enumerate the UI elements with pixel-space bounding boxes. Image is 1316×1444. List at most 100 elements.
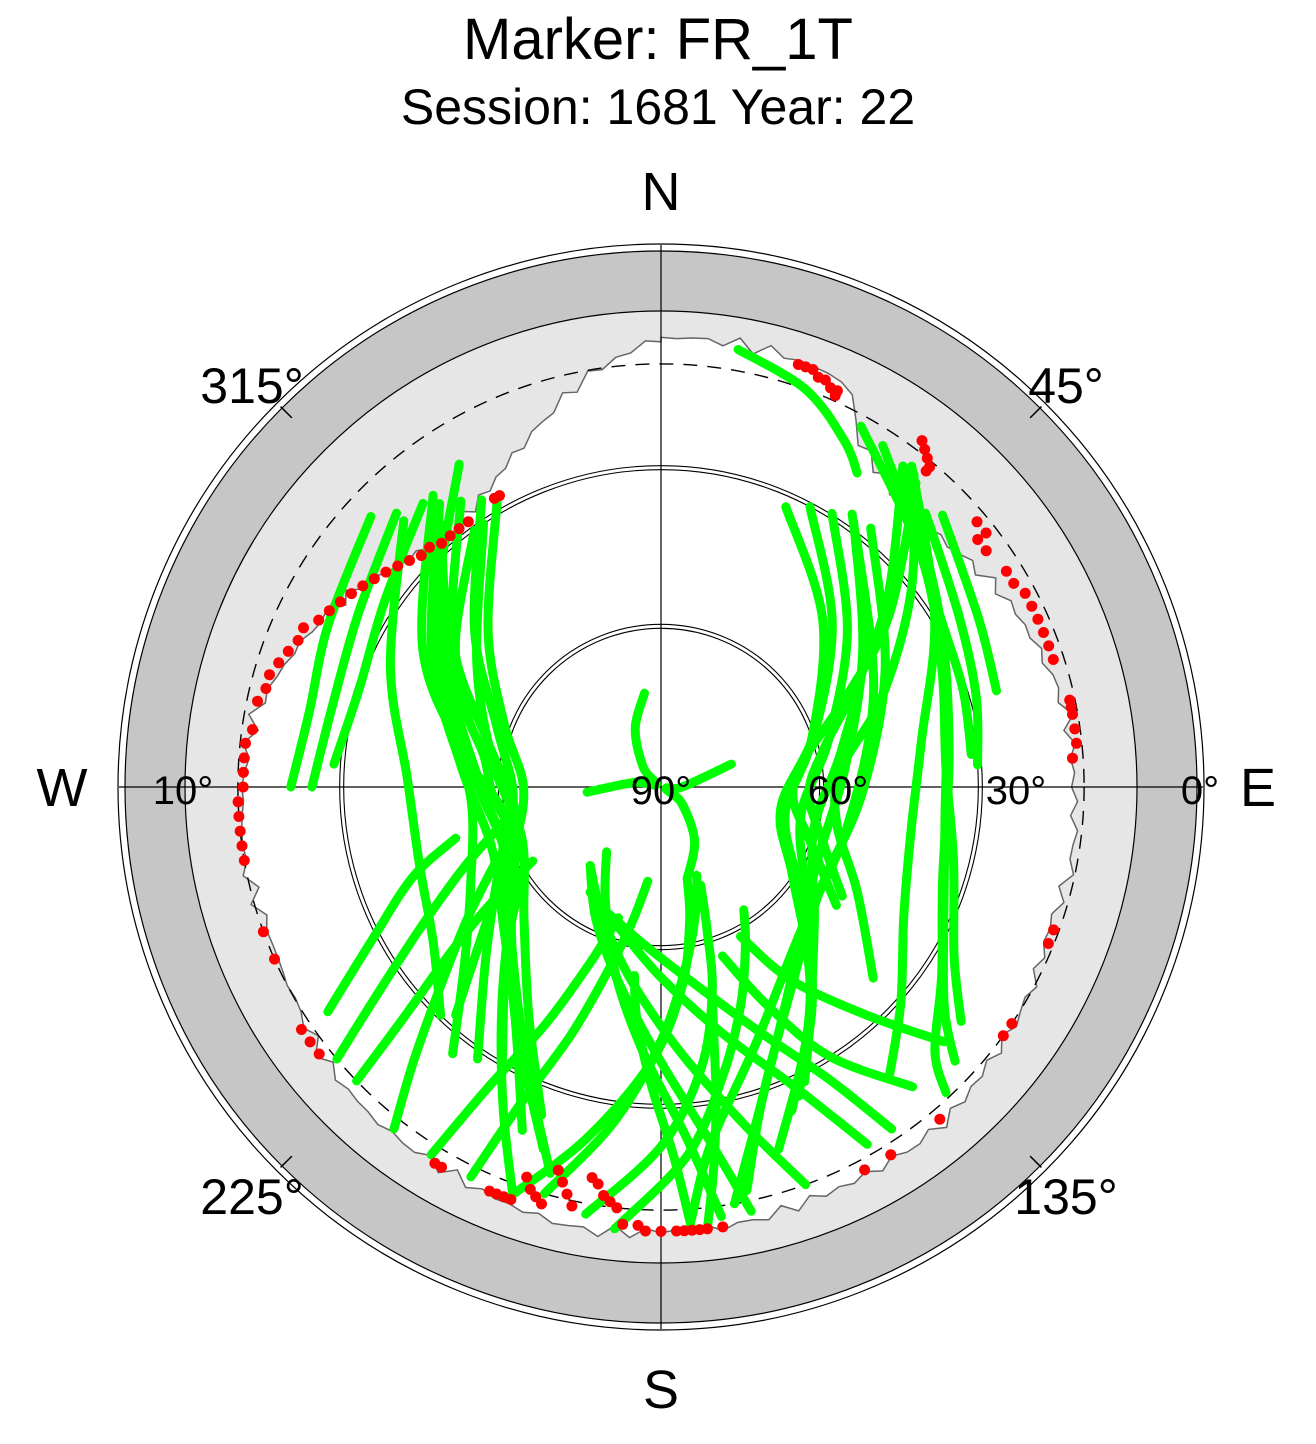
frame-inner xyxy=(124,250,1198,1324)
east-label: E xyxy=(1240,758,1276,818)
azimuth-tick-45 xyxy=(1029,406,1042,419)
flagged-point-29 xyxy=(1071,737,1082,749)
track-34 xyxy=(581,880,717,1219)
south-label: S xyxy=(643,1360,679,1420)
flagged-point-10 xyxy=(921,452,933,464)
flagged-point-16 xyxy=(980,545,992,557)
track-44 xyxy=(466,876,653,1182)
track-51 xyxy=(718,951,918,1092)
flagged-point-31 xyxy=(1048,924,1060,936)
flagged-point-98 xyxy=(415,550,427,561)
flagged-point-21 xyxy=(1032,613,1044,625)
flagged-point-27 xyxy=(1067,708,1078,720)
flagged-point-103 xyxy=(462,516,474,528)
flagged-point-17 xyxy=(1000,565,1012,577)
azimuth-label-315: 315° xyxy=(200,358,303,414)
flagged-point-66 xyxy=(429,1157,441,1169)
flagged-point-105 xyxy=(494,490,505,502)
flagged-point-81 xyxy=(247,724,258,736)
skyplot-labels: N S W E 45° 135° 225° 315° 90° 60° 30° 0… xyxy=(37,162,1277,1420)
track-49 xyxy=(332,815,511,1064)
flagged-point-34 xyxy=(997,1030,1009,1042)
flagged-point-67 xyxy=(313,1048,325,1060)
track-36 xyxy=(539,870,702,1199)
flagged-point-53 xyxy=(566,1200,578,1212)
flagged-point-93 xyxy=(357,580,369,592)
flagged-point-23 xyxy=(1043,640,1055,652)
track-24 xyxy=(385,516,446,1020)
flagged-point-77 xyxy=(237,781,249,793)
flagged-observations xyxy=(232,359,1082,1237)
flagged-point-42 xyxy=(678,1225,690,1237)
chart-title: Marker: FR_1T xyxy=(463,7,853,72)
flagged-point-54 xyxy=(561,1188,573,1200)
flagged-point-86 xyxy=(282,645,294,657)
flagged-point-24 xyxy=(1047,654,1059,665)
flagged-point-52 xyxy=(586,1172,598,1184)
track-30 xyxy=(938,510,1001,696)
flagged-point-78 xyxy=(237,766,249,778)
track-45 xyxy=(426,913,623,1160)
track-19 xyxy=(437,538,555,1178)
elevation-label-90: 90° xyxy=(631,769,692,813)
flagged-point-79 xyxy=(238,752,250,764)
elevation-label-10: 10° xyxy=(153,769,214,813)
flagged-point-43 xyxy=(671,1225,682,1237)
flagged-point-37 xyxy=(859,1164,871,1176)
track-52 xyxy=(736,931,949,1047)
flagged-point-88 xyxy=(298,622,309,634)
flagged-point-47 xyxy=(617,1218,629,1230)
track-12 xyxy=(730,517,868,1209)
track-50 xyxy=(733,345,862,478)
azimuth-tick-315 xyxy=(280,406,293,419)
flagged-point-96 xyxy=(392,560,404,572)
flagged-point-87 xyxy=(292,634,304,646)
flagged-point-92 xyxy=(346,588,357,600)
skyplot-frame xyxy=(117,243,1205,1331)
flagged-point-73 xyxy=(236,840,248,852)
flagged-point-14 xyxy=(980,527,992,539)
flagged-point-60 xyxy=(521,1171,533,1183)
flagged-point-13 xyxy=(971,516,983,528)
flagged-point-71 xyxy=(257,926,269,938)
flagged-point-30 xyxy=(1067,752,1078,764)
flagged-point-35 xyxy=(934,1113,946,1125)
frame-outer xyxy=(117,243,1205,1331)
flagged-point-83 xyxy=(260,683,272,694)
flagged-point-94 xyxy=(368,573,380,585)
flagged-point-32 xyxy=(1042,938,1054,949)
track-53 xyxy=(323,833,461,1017)
flagged-point-99 xyxy=(424,541,435,553)
azimuth-label-45: 45° xyxy=(1028,358,1104,414)
flagged-point-8 xyxy=(916,435,928,447)
track-27 xyxy=(329,498,428,769)
flagged-point-15 xyxy=(972,534,984,545)
north-label: N xyxy=(642,162,681,222)
flagged-point-89 xyxy=(313,614,325,626)
flagged-point-12 xyxy=(920,465,932,477)
flagged-point-59 xyxy=(524,1183,536,1195)
flagged-point-74 xyxy=(234,825,246,837)
flagged-point-68 xyxy=(304,1036,316,1048)
flagged-point-102 xyxy=(453,523,465,535)
flagged-point-46 xyxy=(632,1219,644,1231)
flagged-point-50 xyxy=(598,1190,610,1201)
flagged-point-97 xyxy=(404,555,415,566)
flagged-point-19 xyxy=(1019,587,1031,599)
flagged-point-84 xyxy=(264,669,275,681)
flagged-point-33 xyxy=(1006,1018,1018,1030)
track-31 xyxy=(582,688,661,797)
flagged-point-82 xyxy=(252,695,263,707)
track-43 xyxy=(605,910,897,1134)
track-20 xyxy=(472,519,547,1120)
azimuth-label-135: 135° xyxy=(1014,1169,1117,1225)
flagged-point-45 xyxy=(640,1225,651,1237)
flagged-point-101 xyxy=(444,530,456,542)
flagged-point-72 xyxy=(238,855,250,866)
track-48 xyxy=(389,855,502,1134)
azimuth-tick-135 xyxy=(1029,1155,1042,1168)
flagged-point-75 xyxy=(233,811,245,822)
flagged-point-28 xyxy=(1069,723,1081,735)
satellite-tracks xyxy=(286,345,1001,1235)
track-22 xyxy=(417,490,520,926)
